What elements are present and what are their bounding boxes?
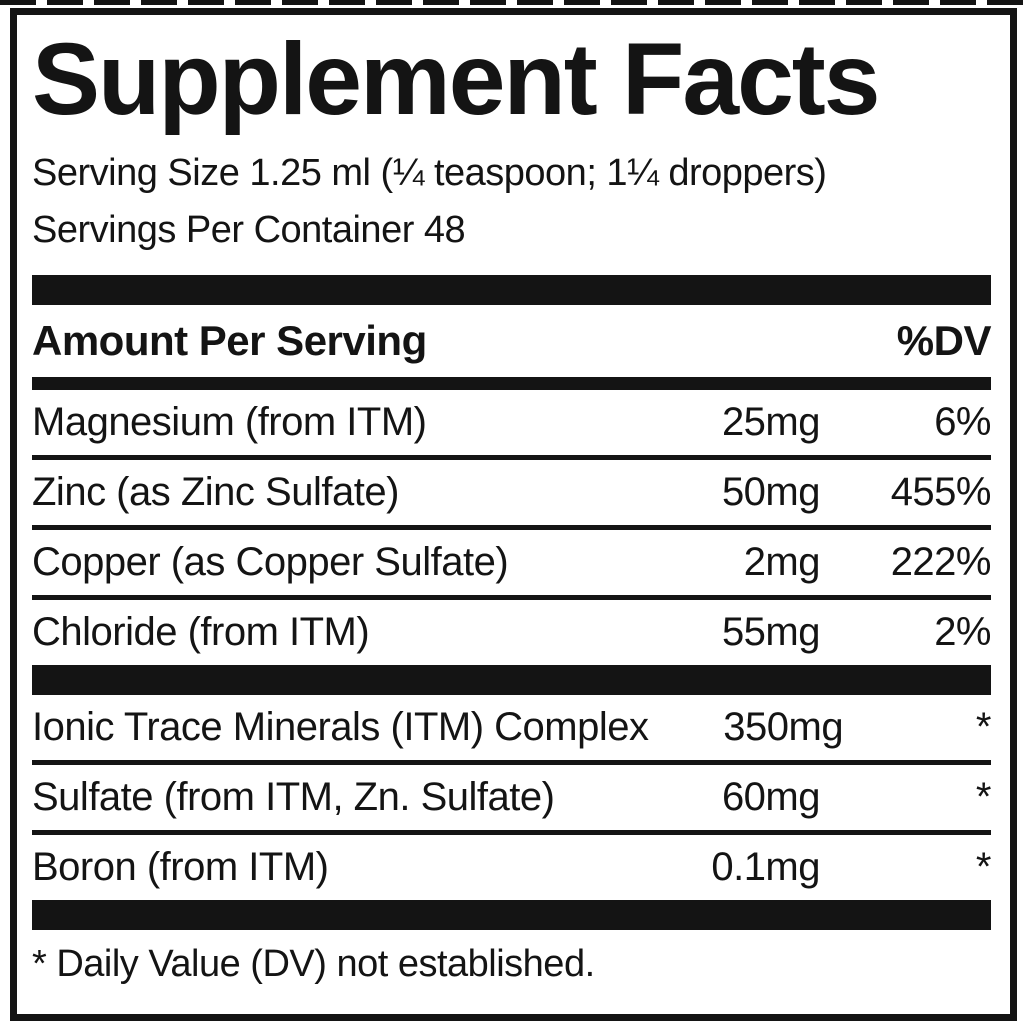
divider-bar-middle: [32, 665, 991, 696]
nutrient-amount: 50mg: [721, 470, 821, 515]
nutrient-name: Magnesium (from ITM): [32, 400, 427, 445]
nutrient-row-sulfate: Sulfate (from ITM, Zn. Sulfate) 60mg *: [32, 760, 992, 830]
nutrient-row-boron: Boron (from ITM) 0.1mg *: [32, 830, 992, 900]
serving-size: Serving Size 1.25 ml (¼ teaspoon; 1¼ dro…: [32, 152, 827, 195]
nutrient-row-zinc: Zinc (as Zinc Sulfate) 50mg 455%: [32, 455, 992, 525]
nutrient-dv: 6%: [934, 400, 991, 445]
nutrient-amount: 2mg: [743, 540, 821, 585]
divider-bar-header: [32, 377, 991, 391]
nutrient-dv: 222%: [890, 540, 992, 585]
nutrient-amount: 25mg: [721, 400, 821, 445]
nutrient-dv: 2%: [934, 610, 991, 655]
nutrient-amount: 55mg: [721, 610, 821, 655]
column-header-dv: %DV: [896, 317, 992, 365]
nutrient-name: Copper (as Copper Sulfate): [32, 540, 509, 585]
nutrient-dv: *: [975, 775, 992, 820]
nutrient-amount: 60mg: [721, 775, 821, 820]
daily-value-footnote: * Daily Value (DV) not established.: [32, 942, 595, 985]
perforation-edge: [0, 0, 1028, 5]
dv-nutrient-section: Magnesium (from ITM) 25mg 6% Zinc (as Zi…: [32, 390, 992, 665]
supplement-facts-panel: Supplement Facts Serving Size 1.25 ml (¼…: [10, 8, 1017, 1021]
servings-per-container: Servings Per Container 48: [32, 209, 466, 252]
nutrient-row-copper: Copper (as Copper Sulfate) 2mg 222%: [32, 525, 992, 595]
nutrient-amount: 0.1mg: [711, 845, 820, 890]
nutrient-dv: *: [975, 845, 992, 890]
nutrient-name: Sulfate (from ITM, Zn. Sulfate): [32, 775, 555, 820]
nutrient-row-chloride: Chloride (from ITM) 55mg 2%: [32, 595, 992, 665]
divider-bar-bottom: [32, 900, 991, 931]
itm-nutrient-section: Ionic Trace Minerals (ITM) Complex 350mg…: [32, 695, 992, 900]
nutrient-row-itm-complex: Ionic Trace Minerals (ITM) Complex 350mg…: [32, 695, 991, 760]
nutrient-name: Zinc (as Zinc Sulfate): [32, 470, 399, 515]
column-header-row: Amount Per Serving %DV: [32, 305, 992, 377]
nutrient-name: Chloride (from ITM): [32, 610, 370, 655]
nutrient-row-magnesium: Magnesium (from ITM) 25mg 6%: [32, 390, 992, 455]
label-title: Supplement Facts: [32, 22, 881, 136]
divider-bar-top: [32, 275, 991, 306]
nutrient-dv: *: [975, 705, 992, 750]
nutrient-amount: 350mg: [723, 705, 844, 750]
nutrient-dv: 455%: [890, 470, 992, 515]
nutrient-name: Boron (from ITM): [32, 845, 329, 890]
nutrient-name: Ionic Trace Minerals (ITM) Complex: [32, 705, 649, 750]
column-header-amount: Amount Per Serving: [32, 317, 427, 365]
